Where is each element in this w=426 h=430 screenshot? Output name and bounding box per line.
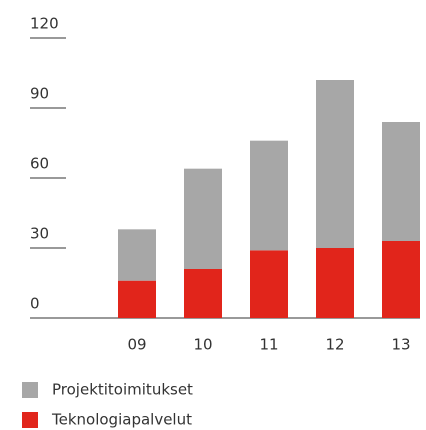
bar-segment	[316, 80, 354, 248]
x-tick-label: 13	[391, 336, 410, 354]
x-tick-label: 10	[193, 336, 212, 354]
bar-segment	[118, 280, 156, 318]
bar-segment	[250, 250, 288, 318]
bar-segment	[382, 241, 420, 318]
legend-label: Projektitoimitukset	[52, 381, 193, 399]
bar-segment	[250, 140, 288, 251]
bar-segment	[316, 248, 354, 318]
y-tick-label: 120	[30, 15, 59, 33]
y-tick-label: 30	[30, 225, 49, 243]
bar-segment	[382, 122, 420, 241]
bar-segment	[184, 168, 222, 269]
bar-segment	[184, 269, 222, 318]
x-tick-label: 11	[259, 336, 278, 354]
x-tick-label: 12	[325, 336, 344, 354]
bar-segment	[118, 229, 156, 281]
y-tick-label: 0	[30, 295, 40, 313]
legend-swatch	[22, 382, 38, 398]
y-tick-label: 90	[30, 85, 49, 103]
y-tick-label: 60	[30, 155, 49, 173]
legend-label: Teknologiapalvelut	[51, 411, 192, 429]
x-tick-label: 09	[127, 336, 146, 354]
legend-swatch	[22, 412, 38, 428]
